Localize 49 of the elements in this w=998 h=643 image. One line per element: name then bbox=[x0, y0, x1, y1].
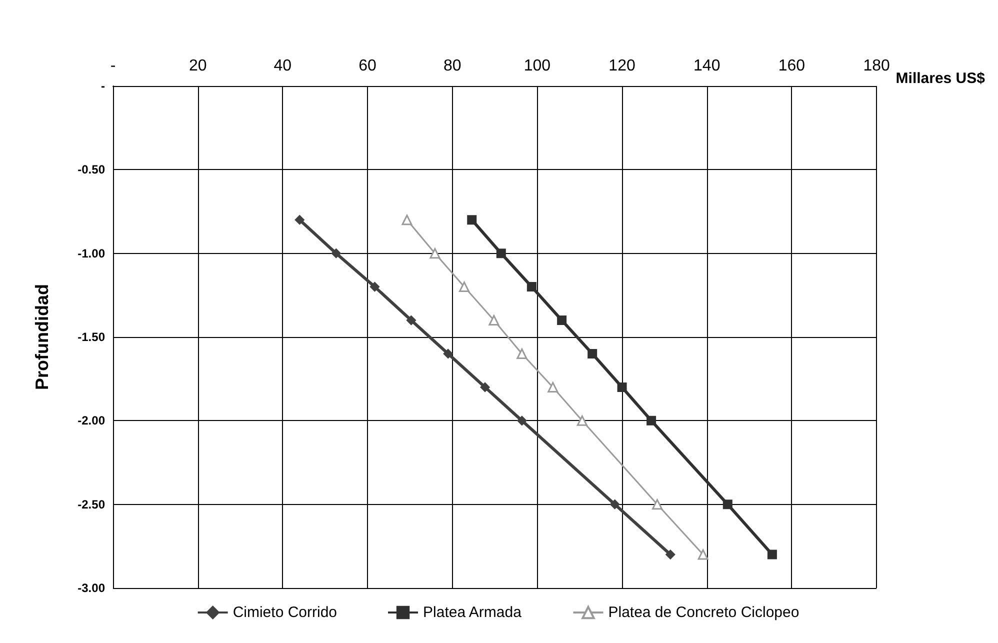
point bbox=[698, 549, 708, 560]
point bbox=[430, 248, 440, 259]
point bbox=[370, 282, 380, 292]
x-tick-label: 160 bbox=[778, 58, 806, 74]
point bbox=[557, 316, 567, 326]
point bbox=[294, 215, 304, 225]
y-axis-title: Profundidad bbox=[32, 284, 52, 390]
y-tick-label: -2.00 bbox=[78, 414, 106, 428]
point bbox=[458, 282, 470, 292]
x-tick-label: 20 bbox=[188, 58, 207, 74]
point bbox=[666, 550, 676, 560]
legend-label: Platea de Concreto Ciclopeo bbox=[608, 604, 800, 621]
y-tick-label: -1.00 bbox=[78, 246, 106, 260]
y-tick-label: -1.50 bbox=[78, 330, 106, 344]
point bbox=[526, 282, 536, 292]
point bbox=[331, 248, 341, 258]
y-tick-label: -2.50 bbox=[78, 497, 106, 512]
point bbox=[488, 315, 500, 326]
y-tick-label: - bbox=[101, 79, 105, 93]
x-tick-label: 40 bbox=[274, 58, 292, 74]
point bbox=[652, 499, 662, 510]
x-tick-label: 140 bbox=[694, 58, 720, 74]
x-tick-label: 180 bbox=[863, 58, 890, 74]
point bbox=[480, 382, 490, 392]
point bbox=[722, 500, 732, 510]
x-tick-label: - bbox=[110, 58, 116, 74]
point bbox=[516, 348, 528, 359]
x-tick-label: 100 bbox=[524, 58, 551, 74]
point bbox=[767, 550, 777, 560]
point bbox=[576, 415, 588, 426]
x-tick-label: 80 bbox=[443, 58, 462, 74]
point bbox=[443, 348, 453, 358]
point bbox=[617, 382, 627, 392]
point bbox=[588, 348, 598, 358]
y-tick-label: -3.00 bbox=[78, 581, 106, 595]
x-axis-title: Millares US$ bbox=[896, 70, 986, 87]
point bbox=[646, 416, 656, 426]
x-tick-label: 60 bbox=[358, 58, 377, 74]
x-tick-label: 120 bbox=[608, 58, 636, 74]
point bbox=[402, 214, 412, 226]
legend-label: Platea Armada bbox=[423, 604, 522, 621]
point bbox=[467, 215, 477, 225]
point bbox=[610, 500, 620, 510]
point bbox=[548, 382, 558, 392]
point bbox=[406, 316, 416, 326]
point bbox=[496, 248, 506, 258]
legend-label: Cimieto Corrido bbox=[232, 604, 338, 621]
y-tick-label: -0.50 bbox=[78, 162, 106, 177]
point bbox=[517, 416, 527, 426]
